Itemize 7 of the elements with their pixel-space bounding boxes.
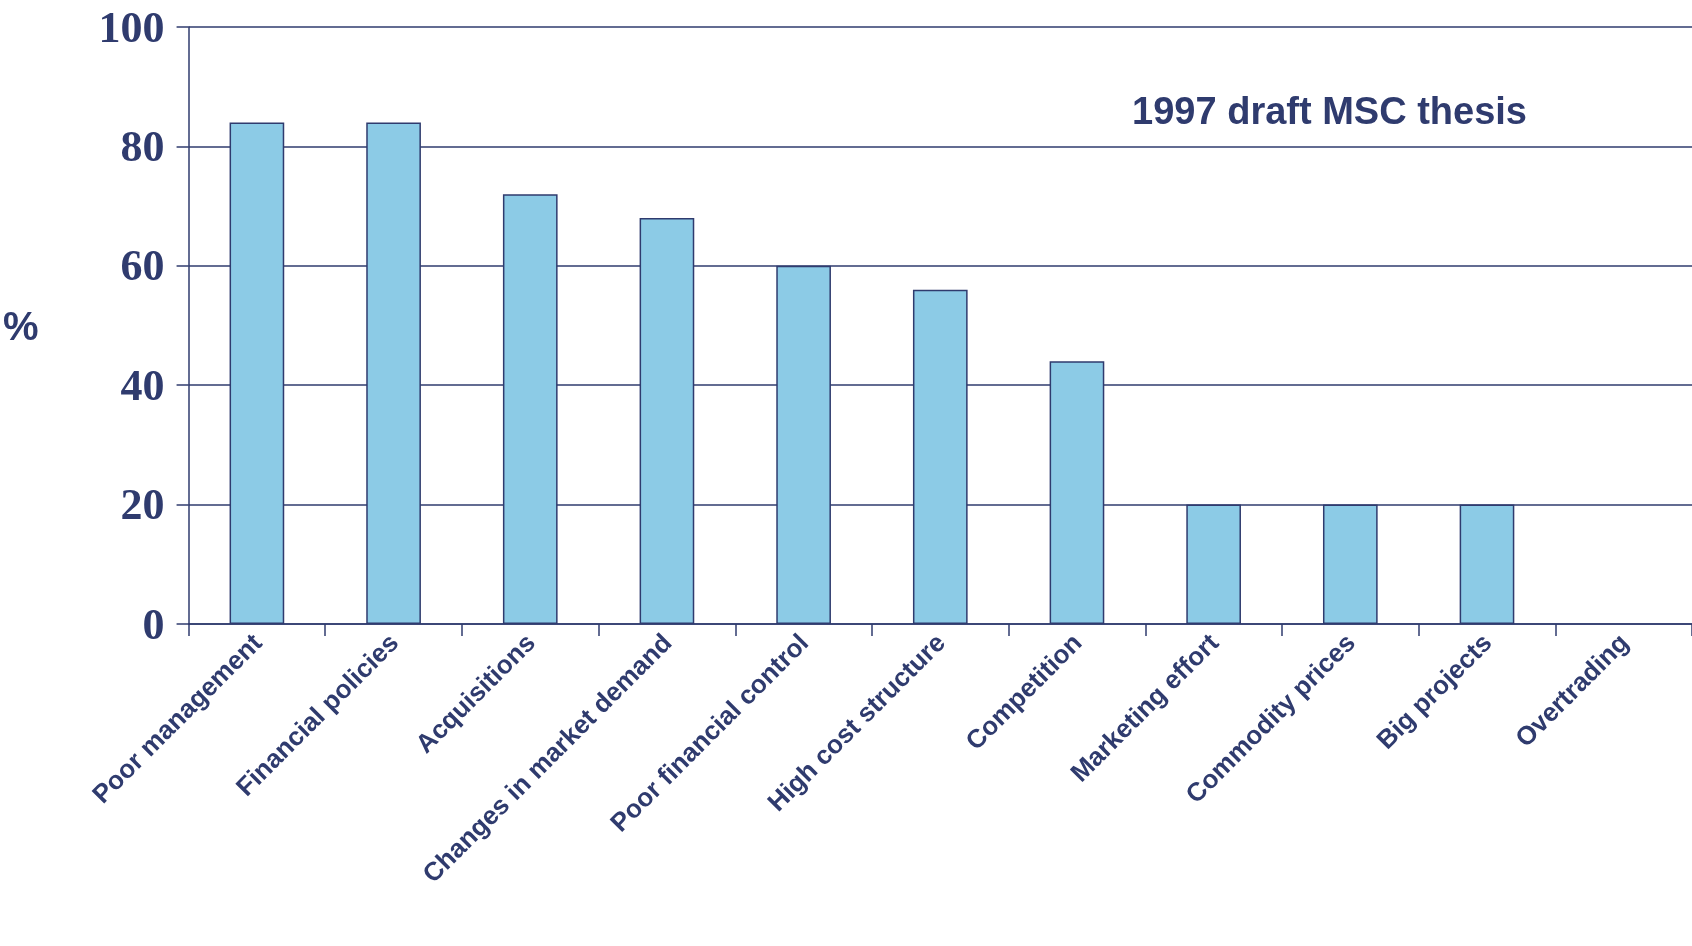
y-tick-label: 40 xyxy=(120,360,165,410)
y-tick-label: 80 xyxy=(120,121,165,171)
y-axis-title: % xyxy=(2,303,39,348)
y-tick-label: 60 xyxy=(120,241,165,291)
annotation: 1997 draft MSC thesis xyxy=(1132,90,1527,132)
y-tick-label: 20 xyxy=(120,480,165,530)
y-tick-label: 100 xyxy=(98,2,165,52)
